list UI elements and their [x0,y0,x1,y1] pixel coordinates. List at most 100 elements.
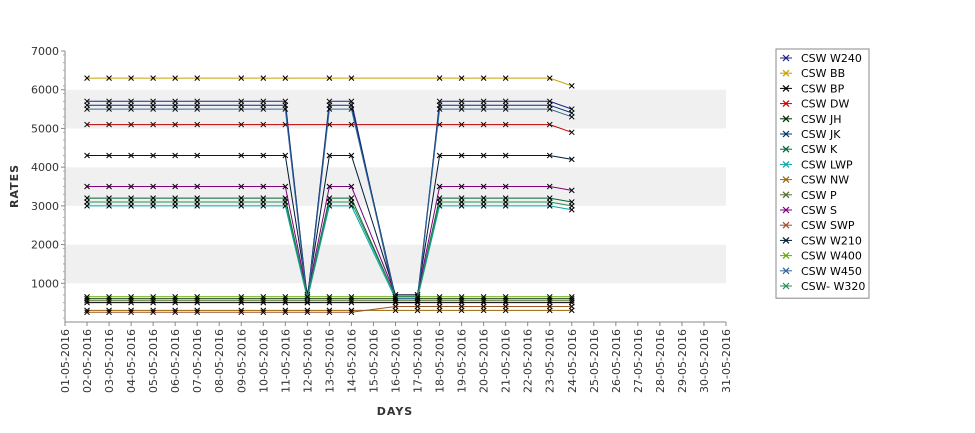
data-point [84,106,90,112]
x-tick-label: 12-05-2016 [301,329,314,393]
data-point [480,303,487,310]
legend-label: CSW W400 [801,250,862,263]
legend-item: CSW JH [780,113,842,126]
data-point [84,183,90,190]
data-point [502,121,509,128]
data-point [150,106,156,112]
legend-marker [782,206,790,214]
legend-marker [782,221,790,229]
x-tick-label: 06-05-2016 [169,329,182,393]
legend-label: CSW W210 [801,234,862,247]
legend-item: CSW- W320 [780,280,865,293]
legend-item: CSW BP [780,82,845,95]
data-point [238,293,245,300]
data-point [128,183,134,190]
data-point [546,152,553,159]
series-15 [84,199,575,300]
legend-item: CSW W450 [780,265,862,278]
data-point [458,303,465,310]
data-point [128,309,134,316]
x-tick-label: 31-05-2016 [720,329,733,393]
data-point [194,152,201,159]
data-point [194,121,201,128]
data-point [150,121,156,128]
legend-label: CSW P [801,189,837,202]
data-point [128,152,134,159]
data-point [348,106,355,112]
data-point [480,121,487,128]
series-line [87,108,572,303]
data-point [546,183,553,190]
data-point [326,309,333,316]
data-point [128,106,134,112]
data-point [238,309,245,316]
data-point [84,293,90,300]
legend-label: CSW JH [801,113,842,126]
data-point [568,203,575,209]
data-point [260,309,267,316]
legend: CSW W240 CSW BB CSW BP CSW DW CSW JH CSW JK CS… [775,48,870,299]
data-point [194,106,201,112]
data-point [238,106,245,112]
grid-band [65,51,726,90]
data-point [194,309,201,316]
data-point [458,293,465,300]
data-point [128,199,134,205]
data-point [348,309,355,316]
data-point [106,309,112,316]
x-tick-label: 10-05-2016 [257,329,270,393]
x-tick-label: 26-05-2016 [610,329,623,393]
data-point [326,75,333,81]
data-point [84,75,90,81]
y-tick-label: 1000 [31,277,59,290]
data-point [172,152,179,159]
data-point [150,152,156,159]
data-point [282,106,289,112]
data-point [282,75,289,81]
x-tick-label: 30-05-2016 [698,329,711,393]
x-tick-label: 17-05-2016 [412,329,425,393]
x-tick-label: 29-05-2016 [676,329,689,393]
legend-label: CSW NW [801,174,849,187]
data-point [436,106,443,112]
data-point [150,309,156,316]
y-axis-ticks: 1000 2000 3000 4000 5000 6000 7000 [31,45,65,319]
data-point [458,75,465,81]
data-point [304,309,311,316]
legend-label: CSW W450 [801,265,862,278]
data-point [392,303,399,310]
x-tick-label: 25-05-2016 [588,329,601,393]
x-axis-ticks: 01-05-2016 02-05-2016 03-05-2016 04-05-2016… [59,322,733,393]
data-point [568,187,575,194]
legend-item: CSW JK [780,128,841,141]
data-point [260,293,267,300]
data-point [282,152,289,159]
legend-marker [782,54,790,62]
series-line [87,306,572,313]
data-point [106,293,112,300]
legend-item: CSW NW [780,174,849,187]
x-tick-label: 18-05-2016 [434,329,447,393]
series-14 [84,106,575,306]
legend-marker [782,252,790,260]
data-point [106,183,112,190]
data-point [568,156,575,163]
data-point [414,303,421,310]
series-3 [84,121,575,136]
data-point [106,106,112,112]
data-point [172,199,179,205]
data-point [260,106,267,112]
data-point [546,303,553,310]
legend-item: CSW W400 [780,250,862,263]
data-point [436,75,443,81]
data-point [436,152,443,159]
series-12 [84,152,575,298]
data-point [414,293,421,300]
legend-item: CSW LWP [780,158,853,171]
x-tick-label: 03-05-2016 [103,329,116,393]
legend-item: CSW DW [780,98,850,111]
data-point [480,199,487,205]
grid-band [65,128,726,168]
x-tick-label: 24-05-2016 [566,329,579,393]
